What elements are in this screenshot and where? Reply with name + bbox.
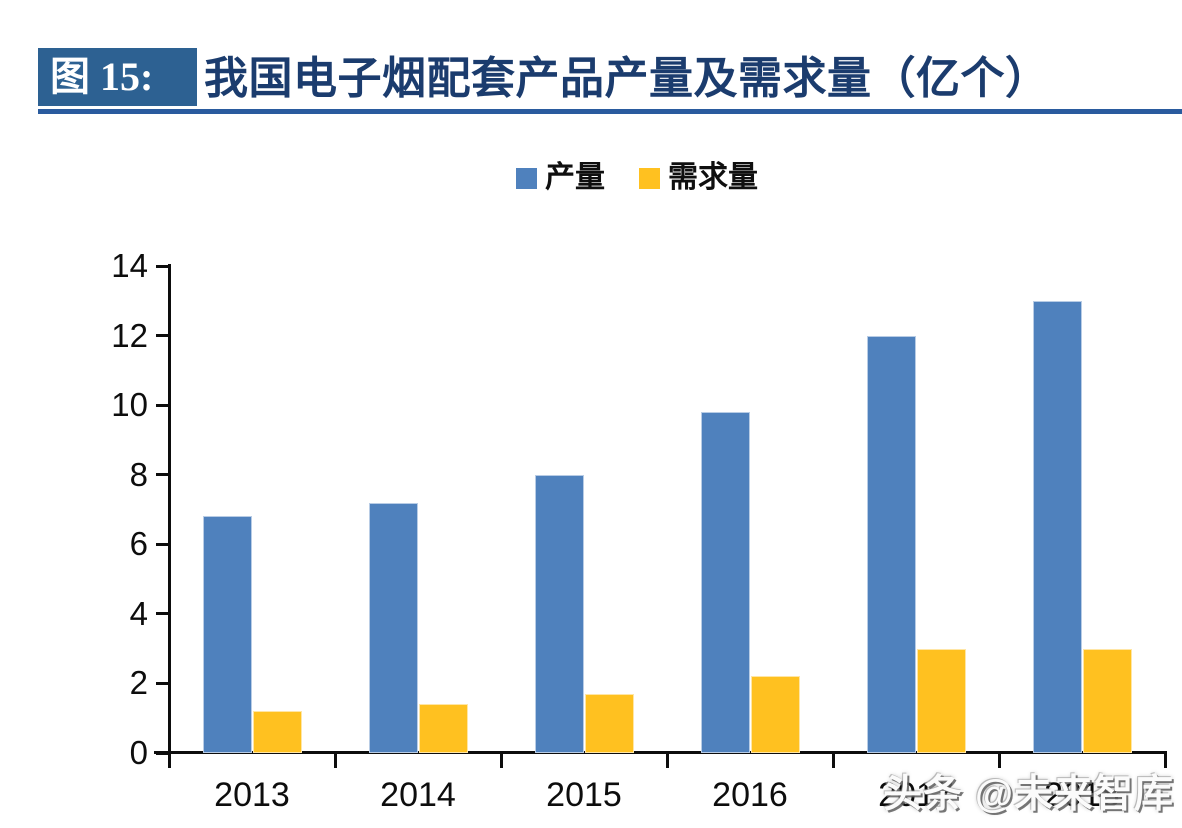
bar-production-2017 <box>867 335 916 753</box>
y-tick <box>156 473 169 477</box>
x-axis-label-2016: 2016 <box>712 776 788 814</box>
bar-demand-2018 <box>1082 648 1132 753</box>
y-tick-label: 8 <box>129 455 148 493</box>
x-axis-label-2018: 2018 <box>1044 776 1120 814</box>
y-tick-label: 2 <box>129 664 148 702</box>
watermark: 头条 @未来智库 <box>883 773 1174 816</box>
legend-item-demand: 需求量 <box>639 160 758 196</box>
y-tick <box>156 612 169 616</box>
legend-label-demand: 需求量 <box>668 161 758 194</box>
bar-production-2014 <box>369 502 418 753</box>
y-tick <box>156 334 169 338</box>
bar-production-2016 <box>701 412 750 753</box>
y-tick-label: 12 <box>111 316 148 354</box>
bar-demand-2015 <box>584 693 634 753</box>
y-tick-label: 0 <box>129 734 148 771</box>
y-tick-label: 6 <box>129 525 148 563</box>
legend-item-production: 产量 <box>516 160 605 196</box>
x-axis-label-2014: 2014 <box>380 776 456 814</box>
bar-production-2015 <box>535 474 584 753</box>
bar-demand-2016 <box>750 676 800 753</box>
y-tick <box>156 681 169 685</box>
y-tick-label: 14 <box>111 247 148 284</box>
legend-swatch-production <box>516 167 537 189</box>
y-tick-label: 10 <box>111 386 148 424</box>
x-tick <box>334 751 337 768</box>
bar-demand-2013 <box>252 711 302 753</box>
bar-demand-2014 <box>418 704 468 753</box>
bar-production-2018 <box>1033 300 1082 753</box>
x-axis-label-2017: 2017 <box>878 776 954 814</box>
x-axis-line <box>154 751 1166 754</box>
x-tick <box>168 751 171 768</box>
title-underline-rule <box>38 109 1182 114</box>
legend-label-production: 产量 <box>545 161 605 194</box>
x-axis-label-2015: 2015 <box>546 776 622 814</box>
x-tick <box>666 751 669 768</box>
x-tick <box>832 751 835 768</box>
legend-swatch-demand <box>639 167 660 189</box>
x-axis-label-2013: 2013 <box>214 776 290 814</box>
y-axis-line <box>168 264 171 755</box>
y-tick <box>156 751 169 755</box>
bar-production-2013 <box>203 516 252 753</box>
figure-number-box: 图 15: <box>38 48 197 106</box>
figure-title: 我国电子烟配套产品产量及需求量（亿个） <box>204 53 1050 104</box>
y-tick <box>156 403 169 407</box>
x-tick <box>998 751 1001 768</box>
x-tick <box>1164 751 1167 768</box>
chart-legend: 产量 需求量 <box>516 160 758 196</box>
y-tick-label: 4 <box>129 594 148 632</box>
x-tick <box>500 751 503 768</box>
y-tick <box>156 264 169 268</box>
bar-demand-2017 <box>916 648 966 753</box>
y-tick <box>156 542 169 546</box>
